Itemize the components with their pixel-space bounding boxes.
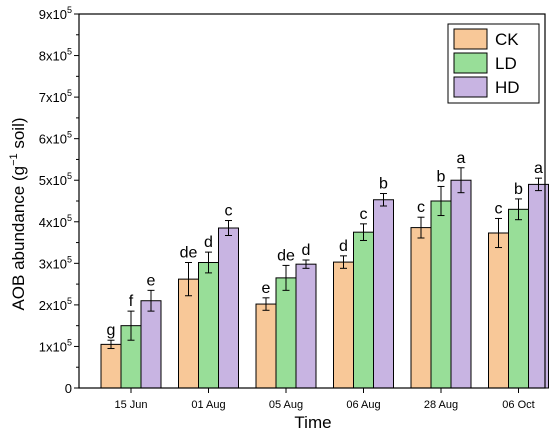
significance-letter: g [107, 322, 116, 339]
legend-label-ck: CK [495, 30, 519, 49]
y-tick-label: 8x105 [39, 47, 72, 64]
significance-letter: a [534, 160, 543, 177]
x-tick-label: 06 Oct [502, 399, 534, 411]
y-axis-label: AOB abundance (g−1 soil) [8, 117, 28, 310]
bar-ck [488, 232, 509, 389]
significance-letter: de [277, 247, 295, 264]
bar-hd [373, 199, 394, 389]
significance-letter: b [379, 176, 388, 193]
legend-swatch-ld [453, 52, 488, 74]
significance-letter: a [457, 150, 466, 167]
bar-ld [353, 231, 374, 389]
legend-label-hd: HD [495, 78, 520, 97]
significance-letter: e [262, 280, 271, 297]
y-tick-label: 9x105 [39, 5, 72, 22]
legend-swatch-hd [453, 76, 488, 98]
bar-hd [295, 263, 317, 389]
x-tick-label: 05 Aug [269, 399, 303, 411]
y-tick-label: 2x105 [39, 296, 72, 313]
legend: CK LD HD [447, 23, 540, 104]
legend-swatch-ck [453, 28, 488, 50]
x-tick-label: 01 Aug [191, 399, 225, 411]
x-tick-label: 06 Aug [346, 399, 380, 411]
y-tick-label: 1x105 [39, 337, 72, 354]
significance-letter: c [225, 203, 233, 220]
y-tick-label: 4x105 [39, 213, 72, 230]
bar-ld [508, 208, 529, 389]
bar-ck [333, 261, 354, 389]
x-tick-label: 15 Jun [114, 399, 147, 411]
y-tick-label: 7x105 [39, 88, 72, 105]
y-tick-label: 3x105 [39, 254, 72, 271]
significance-letter: c [495, 200, 503, 217]
bar-ld [198, 262, 219, 389]
significance-letter: d [339, 238, 348, 255]
bar-ck [410, 227, 432, 389]
significance-letter: f [129, 293, 134, 310]
x-tick-label: 28 Aug [424, 399, 458, 411]
bar-ld [275, 277, 297, 389]
significance-letter: b [437, 168, 446, 185]
significance-letter: d [204, 234, 213, 251]
legend-label-ld: LD [495, 54, 517, 73]
bar-ck [100, 343, 122, 389]
y-tick-label: 0 [65, 381, 72, 396]
significance-letter: de [180, 245, 198, 262]
y-tick-label: 6x105 [39, 130, 72, 147]
significance-letter: c [360, 206, 368, 223]
x-axis-label: Time [294, 413, 331, 432]
significance-letter: e [147, 272, 156, 289]
bar-hd [450, 179, 472, 389]
axes-layer: 15 Jun 01 Aug 05 Aug 06 Aug 28 Aug 06 Oct 0 1x1… [39, 5, 546, 411]
y-tick-label: 5x105 [39, 171, 72, 188]
significance-letter: d [302, 242, 311, 259]
bar-ld [430, 200, 452, 389]
significance-letter: b [514, 181, 523, 198]
significance-letter: c [417, 199, 425, 216]
bar-hd [218, 227, 239, 389]
bar-ck [255, 303, 277, 389]
bar-hd [140, 300, 162, 389]
